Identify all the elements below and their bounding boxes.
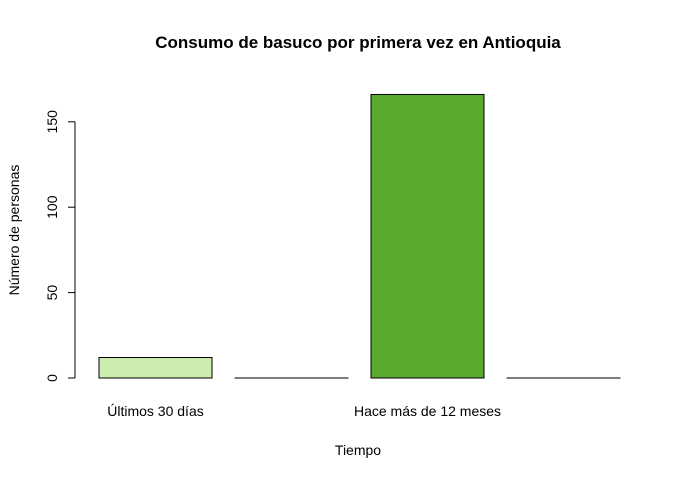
x-tick-label: Hace más de 12 meses bbox=[354, 403, 501, 419]
x-tick-labels: Últimos 30 días Hace más de 12 meses bbox=[107, 403, 501, 419]
bar bbox=[98, 357, 213, 379]
y-tick-label: 0 bbox=[44, 374, 60, 382]
y-axis-label: Número de personas bbox=[6, 165, 22, 296]
y-tick-label: 50 bbox=[44, 285, 60, 301]
y-tick-label: 150 bbox=[44, 110, 60, 134]
x-axis-label: Tiempo bbox=[335, 442, 381, 458]
bar bbox=[370, 93, 485, 379]
bars bbox=[98, 93, 621, 379]
y-tick-label: 100 bbox=[44, 195, 60, 219]
x-tick-label: Últimos 30 días bbox=[107, 403, 203, 419]
chart-title: Consumo de basuco por primera vez en Ant… bbox=[155, 33, 561, 52]
y-axis: 0 50 100 150 bbox=[44, 110, 76, 382]
